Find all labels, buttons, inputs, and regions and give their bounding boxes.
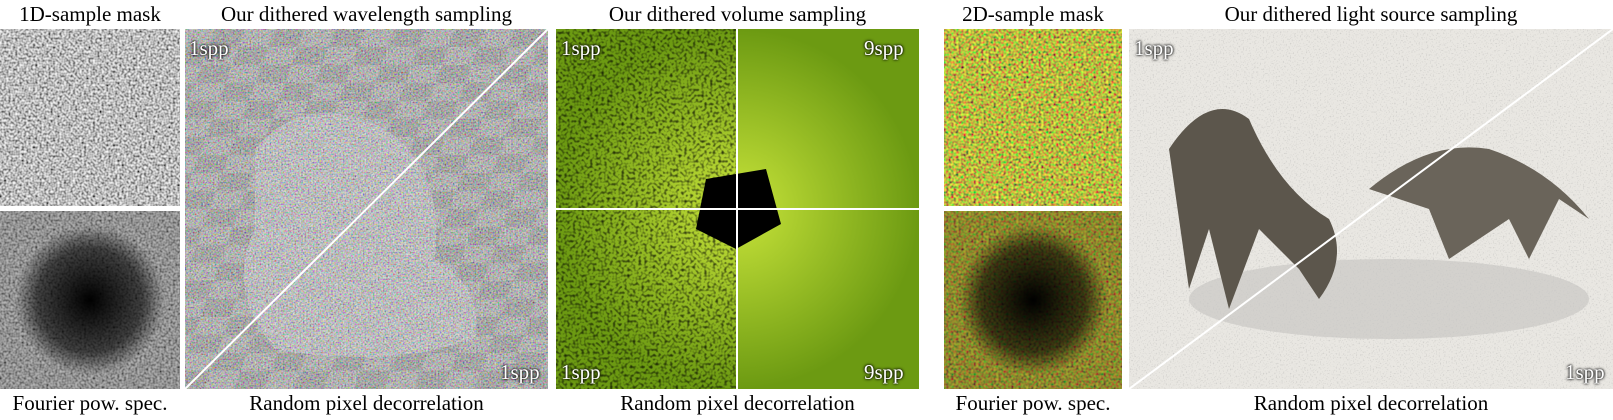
- spp-label: 1spp: [500, 360, 540, 384]
- render-image: [1129, 29, 1613, 389]
- caption: Fourier pow. spec.: [12, 391, 168, 415]
- spp-label: 1spp: [561, 360, 601, 384]
- spp-label: 1spp: [189, 36, 229, 60]
- mask-image: [0, 29, 180, 206]
- mask-image: [944, 29, 1122, 206]
- spp-label: 9spp: [864, 36, 904, 60]
- caption: Our dithered light source sampling: [1224, 2, 1518, 26]
- caption: Random pixel decorrelation: [1253, 391, 1489, 415]
- spp-label: 1spp: [1565, 360, 1605, 384]
- caption: Our dithered wavelength sampling: [220, 2, 512, 26]
- render-image: [185, 29, 548, 389]
- spp-label: 1spp: [1134, 36, 1174, 60]
- caption: Random pixel decorrelation: [620, 391, 855, 415]
- caption: Our dithered volume sampling: [608, 2, 867, 26]
- caption: 2D-sample mask: [962, 2, 1104, 26]
- caption: Random pixel decorrelation: [249, 391, 484, 415]
- spectrum-image: [0, 211, 180, 389]
- caption: 1D-sample mask: [19, 2, 161, 26]
- spp-label: 1spp: [561, 36, 601, 60]
- spp-label: 9spp: [864, 360, 904, 384]
- spectrum-image: [944, 211, 1122, 389]
- caption: Fourier pow. spec.: [955, 391, 1111, 415]
- render-image: [556, 29, 919, 389]
